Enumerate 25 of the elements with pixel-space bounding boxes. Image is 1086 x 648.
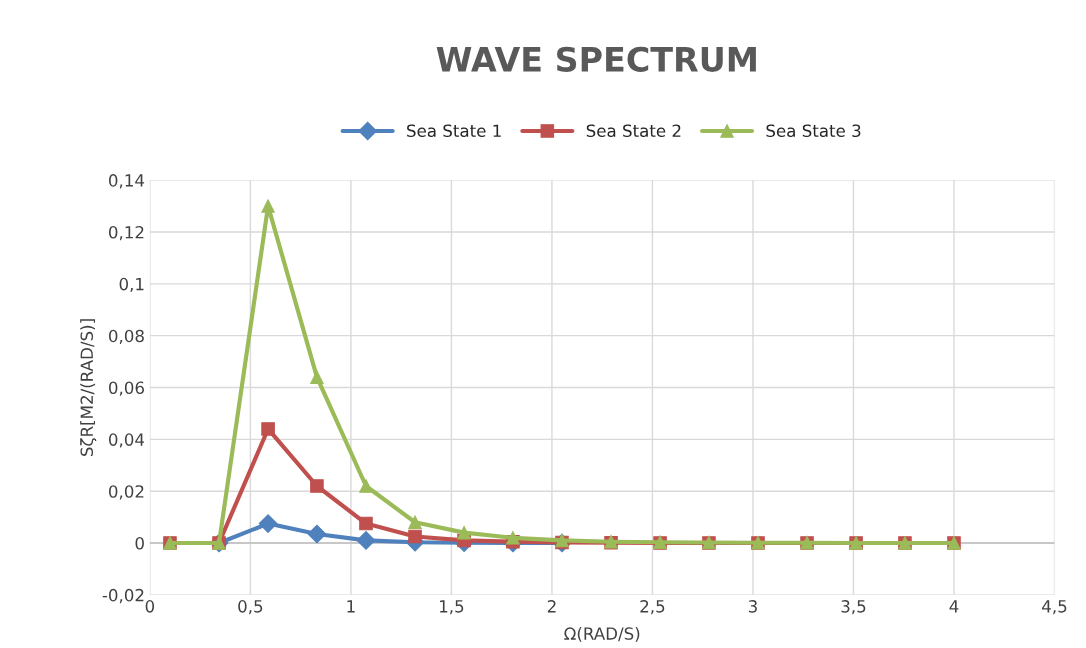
chart-title: WAVE SPECTRUM [436, 46, 756, 72]
x-tick-label: 0,5 [238, 600, 263, 615]
x-tick-label: 4 [949, 600, 959, 613]
x-tick-label: 1,5 [439, 600, 464, 615]
y-tick-label: 0,1 [119, 277, 144, 293]
x-tick-label: 3,5 [841, 600, 866, 615]
x-tick-label: 0 [145, 600, 155, 613]
x-tick-label: 2,5 [640, 600, 665, 615]
y-tick-label: 0,14 [109, 174, 145, 189]
legend-label: Sea State 2 [586, 124, 681, 138]
y-axis-title: SζR[M2/(RAD/S)] [80, 319, 97, 456]
x-tick-label: 3 [748, 600, 757, 613]
y-tick-label: 0,12 [109, 225, 144, 241]
y-tick-label: 0 [135, 536, 144, 550]
x-tick-label: 1 [347, 600, 355, 613]
y-tick-label: 0,04 [109, 433, 145, 448]
x-tick-label: 2 [547, 600, 556, 613]
y-tick-label: 0,06 [109, 381, 144, 396]
legend-label: Sea State 1 [407, 124, 501, 138]
y-tick-label: 0,08 [109, 329, 144, 344]
x-axis-title: Ω(RAD/S) [564, 626, 640, 642]
legend-label: Sea State 3 [766, 124, 861, 138]
x-tick-label: 4,5 [1042, 600, 1067, 615]
y-tick-label: 0,02 [109, 485, 144, 500]
y-tick-label: -0,02 [102, 588, 144, 604]
